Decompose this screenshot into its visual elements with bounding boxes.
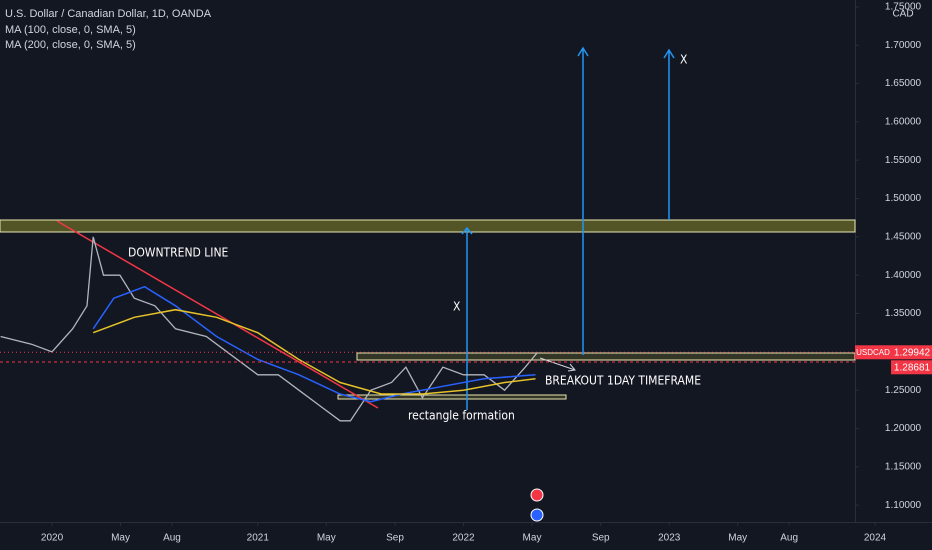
plot: [0, 236, 855, 422]
arrow: [663, 48, 675, 220]
y-tick-label: 1.75000: [885, 2, 922, 13]
y-tick-label: 1.60000: [885, 117, 922, 128]
price-tag-label: 1.28681: [894, 362, 931, 373]
x-tick-label: May: [317, 533, 336, 544]
x-tick-label: May: [111, 533, 130, 544]
symbol-tag: [855, 345, 891, 360]
series-line: [92, 285, 536, 403]
y-tick-label: 1.15000: [885, 461, 922, 472]
y-tick-label: 1.55000: [885, 155, 922, 166]
resistance-zone: [0, 219, 856, 233]
arrow: [461, 226, 473, 410]
series-line: [0, 236, 539, 422]
rectangle-top: [356, 352, 856, 361]
x-tick-label: 2022: [452, 533, 475, 544]
annotation: X: [680, 53, 688, 67]
event-icon: [530, 508, 544, 522]
annotation: X: [453, 300, 461, 314]
downtrend-line: [56, 220, 379, 409]
y-tick-label: 1.50000: [885, 193, 922, 204]
x-tick-label: Aug: [163, 533, 181, 544]
annotation: rectangle formation: [408, 409, 515, 423]
y-tick-label: 1.45000: [885, 231, 922, 242]
axis-unit: CAD: [892, 9, 913, 20]
y-tick-label: 1.20000: [885, 423, 922, 434]
target-arrows: [461, 46, 675, 410]
annotation: DOWNTREND LINE: [128, 246, 229, 260]
y-tick-label: 1.65000: [885, 78, 922, 89]
x-tick-label: 2021: [247, 533, 270, 544]
x-tick-label: Sep: [386, 533, 404, 544]
event-icon: [530, 488, 544, 502]
y-tick-label: 1.35000: [885, 308, 922, 319]
symbol-tag-label: USDCAD: [856, 348, 890, 357]
x-tick-label: May: [523, 533, 542, 544]
annotation: BREAKOUT 1DAY TIMEFRAME: [545, 374, 701, 388]
y-tick-label: 1.40000: [885, 270, 922, 281]
indicator-label: MA (100, close, 0, SMA, 5): [5, 24, 136, 36]
x-tick-label: Aug: [780, 533, 798, 544]
price-tag: [891, 360, 932, 375]
series-line: [92, 308, 536, 395]
price-tag: [891, 345, 932, 360]
y-tick-label: 1.25000: [885, 385, 922, 396]
indicator-label: MA (200, close, 0, SMA, 5): [5, 39, 136, 51]
x-tick-label: May: [728, 533, 747, 544]
x-tick-label: Sep: [592, 533, 610, 544]
price-tag-label: 1.29942: [894, 347, 931, 358]
y-tick-label: 1.70000: [885, 40, 922, 51]
x-tick-label: 2024: [864, 533, 887, 544]
arrow: [577, 46, 589, 355]
y-tick-label: 1.10000: [885, 500, 922, 511]
x-tick-label: 2020: [41, 533, 64, 544]
chart-title: U.S. Dollar / Canadian Dollar, 1D, OANDA: [5, 8, 212, 20]
x-tick-label: 2023: [658, 533, 681, 544]
rectangle-bottom: [337, 394, 567, 400]
breakout-arrow: [539, 357, 576, 372]
